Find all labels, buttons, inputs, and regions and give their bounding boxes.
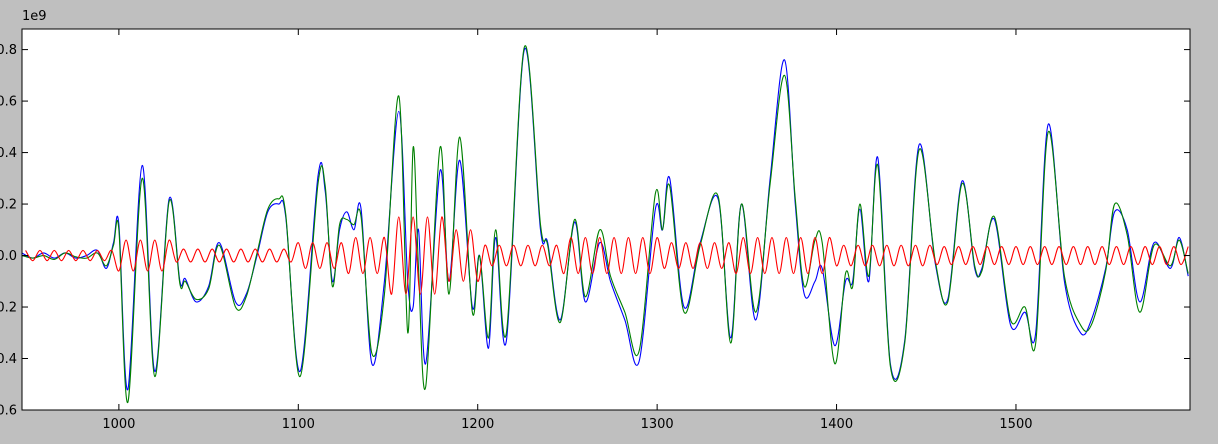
plot-lines [22,45,1189,403]
y-tick-label: 0.8 [0,43,17,58]
y-tick-label: -0.2 [0,301,17,316]
y-tick-label: 0.2 [0,198,17,213]
x-tick-label: 1000 [102,417,135,432]
plot-frame [21,28,1191,411]
x-tick-label: 1200 [461,417,494,432]
data-line [22,45,1189,403]
y-tick-label: 0.6 [0,95,17,110]
plot-area [22,29,1190,410]
y-tick-label: 0.4 [0,146,17,161]
data-line [25,216,1189,295]
y-tick-label: 0.0 [0,249,17,264]
y-tick-label: -0.4 [0,352,17,367]
offset-label: 1e9 [22,9,47,24]
x-tick-label: 1300 [641,417,674,432]
x-tick-label: 1400 [820,417,853,432]
x-tick-label: 1100 [282,417,315,432]
y-tick-label: -0.6 [0,404,17,419]
x-tick-label: 1500 [999,417,1032,432]
